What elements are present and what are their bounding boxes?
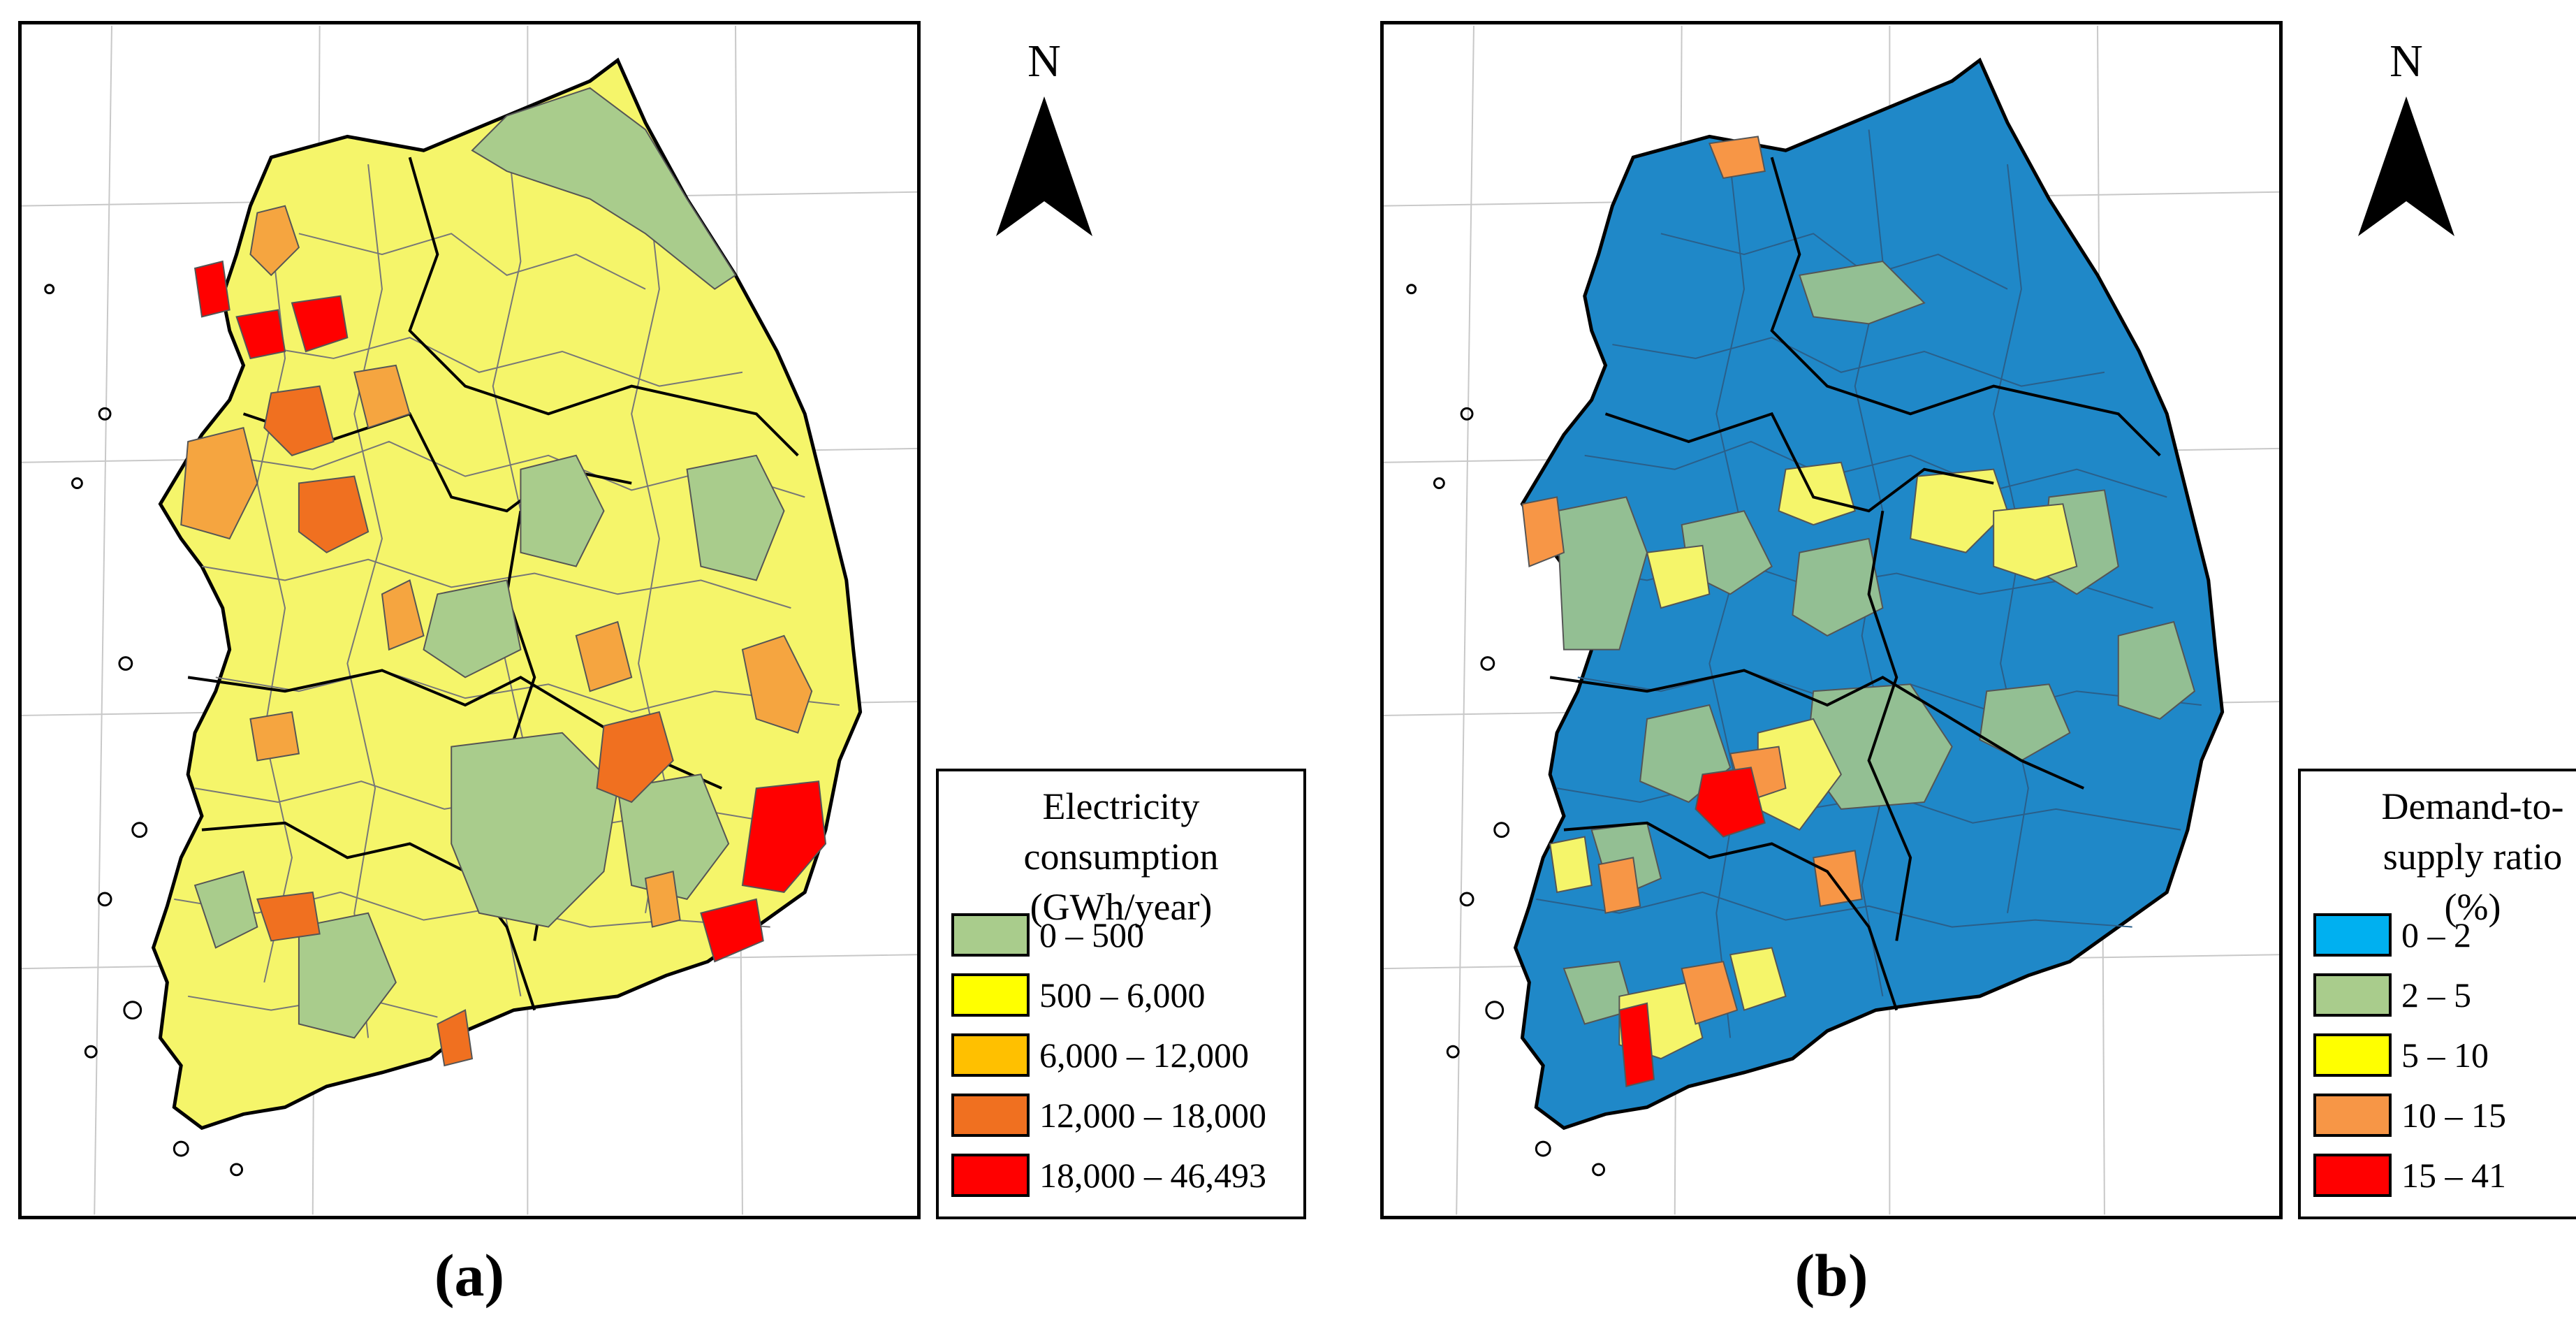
legend-item: 500 – 6,000 [951, 965, 1296, 1025]
north-arrow: N [992, 34, 1097, 243]
legend-item: 0 – 2 [2313, 905, 2576, 965]
korea-map-b [1384, 25, 2279, 1215]
panel-a-electricity-consumption: N Electricity consumption (GWh/year) 0 –… [18, 21, 1306, 1309]
legend-items: 0 – 2 2 – 5 5 – 10 10 – 15 15 – 41 [2313, 905, 2576, 1205]
map-frame [18, 21, 921, 1219]
legend-item-label: 10 – 15 [2401, 1096, 2506, 1135]
legend-swatch [951, 913, 1030, 957]
legend-item-label: 18,000 – 46,493 [1039, 1156, 1266, 1195]
legend-item: 18,000 – 46,493 [951, 1145, 1296, 1205]
legend-electricity-consumption: Electricity consumption (GWh/year) 0 – 5… [936, 769, 1306, 1219]
highlighted-regions [180, 87, 827, 1067]
province-boundaries [1549, 157, 2161, 1011]
legend-item: 6,000 – 12,000 [951, 1025, 1296, 1085]
legend-item: 2 – 5 [2313, 965, 2576, 1025]
legend-item-label: 2 – 5 [2401, 975, 2471, 1015]
highlighted-regions [1521, 136, 2196, 1088]
legend-swatch [951, 1033, 1030, 1077]
legend-item-label: 5 – 10 [2401, 1036, 2489, 1075]
legend-swatch [2313, 1094, 2392, 1137]
legend-item-label: 0 – 500 [1039, 915, 1144, 954]
legend-item-label: 500 – 6,000 [1039, 975, 1206, 1015]
legend-swatch [951, 973, 1030, 1017]
panel-label: (b) [1794, 1242, 1868, 1309]
legend-item-label: 0 – 2 [2401, 915, 2471, 954]
north-label: N [1027, 36, 1061, 87]
legend-item: 10 – 15 [2313, 1085, 2576, 1145]
korea-map-a [22, 25, 917, 1215]
legend-item: 15 – 41 [2313, 1145, 2576, 1205]
legend-item: 12,000 – 18,000 [951, 1085, 1296, 1145]
legend-title-line: (GWh/year) [1030, 886, 1213, 928]
islands [1406, 284, 1606, 1177]
legend-swatch [951, 1094, 1030, 1137]
legend-item-label: 12,000 – 18,000 [1039, 1096, 1266, 1135]
legend-title-line: (%) [2444, 886, 2501, 928]
legend-item: 5 – 10 [2313, 1025, 2576, 1085]
legend-swatch [2313, 1154, 2392, 1197]
north-arrow-icon [2358, 96, 2454, 236]
north-arrow: N [2354, 34, 2459, 243]
legend-swatch [951, 1154, 1030, 1197]
islands [44, 284, 244, 1177]
panel-b-demand-supply-ratio: N Demand-to- supply ratio (%) 0 – 2 2 – … [1362, 0, 2576, 1329]
legend-title-line: Electricity [1042, 785, 1200, 827]
legend-swatch [2313, 973, 2392, 1017]
panel-label: (a) [434, 1242, 505, 1309]
legend-swatch [2313, 913, 2392, 957]
legend-title: Electricity consumption (GWh/year) [939, 781, 1303, 932]
north-arrow-icon [996, 96, 1092, 236]
north-label: N [2390, 36, 2423, 87]
legend-item: 0 – 500 [951, 905, 1296, 965]
legend-title-line: Demand-to- [2381, 785, 2564, 827]
map-frame [1380, 21, 2283, 1219]
legend-swatch [2313, 1033, 2392, 1077]
legend-title: Demand-to- supply ratio (%) [2301, 781, 2576, 932]
legend-item-label: 15 – 41 [2401, 1156, 2506, 1195]
legend-items: 0 – 500 500 – 6,000 6,000 – 12,000 12,00… [951, 905, 1296, 1205]
legend-title-line: consumption [1023, 836, 1219, 878]
legend-demand-supply-ratio: Demand-to- supply ratio (%) 0 – 2 2 – 5 … [2298, 769, 2576, 1219]
legend-item-label: 6,000 – 12,000 [1039, 1036, 1249, 1075]
legend-title-line: supply ratio [2383, 836, 2563, 878]
